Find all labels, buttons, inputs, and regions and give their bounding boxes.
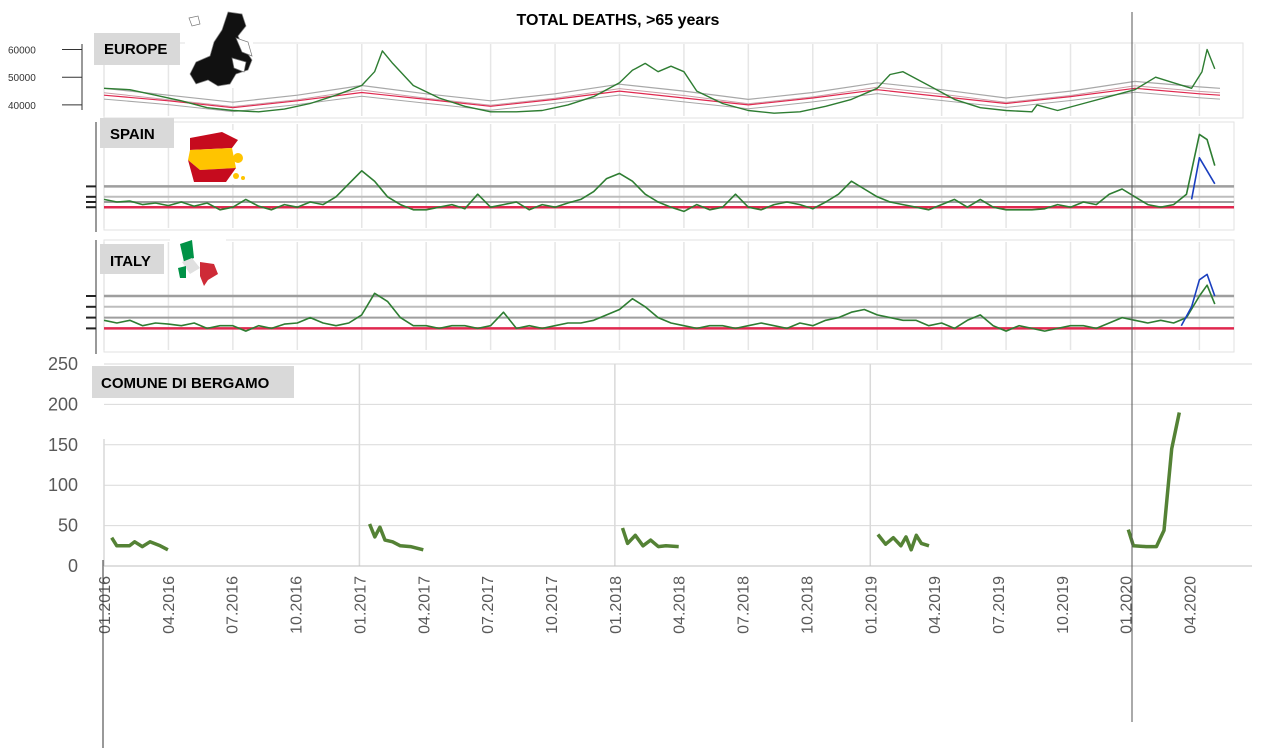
- bergamo-x-tick-label: 07.2018: [736, 576, 753, 634]
- spain-flag-icon: [178, 130, 250, 184]
- bergamo-label-box: [92, 366, 294, 398]
- italy-observed-line: [103, 284, 1216, 332]
- bergamo-x-ticks: 01.2016 04.2016 07.2016 10.2016 01.2017 04.20…: [97, 576, 1200, 634]
- italy-corrected-line: [1180, 273, 1216, 327]
- europe-plot-area: [103, 42, 1244, 119]
- bergamo-x-tick-label: 07.2019: [991, 576, 1008, 634]
- bergamo-line-segment: [1126, 412, 1182, 549]
- bergamo-x-tick-label: 10.2017: [544, 576, 561, 634]
- europe-y-ticks: 60000 50000 40000: [8, 46, 82, 112]
- panel-bergamo: 0 50 100 150 200 250 01.2016 04.2016 07.2016 10.…: [48, 354, 1252, 634]
- bergamo-x-tick-label: 04.2017: [416, 576, 433, 634]
- spain-corrected-line: [1190, 157, 1216, 200]
- bergamo-x-tick-label: 10.2018: [799, 576, 816, 634]
- bergamo-y-tick-label: 200: [48, 394, 78, 414]
- spain-plot-area: [103, 121, 1235, 231]
- bergamo-x-tick-label: 01.2018: [608, 576, 625, 634]
- europe-map-icon: [185, 10, 253, 88]
- italy-label-box: [100, 244, 164, 274]
- europe-gridlines: [103, 44, 1201, 116]
- europe-observed-line: [103, 48, 1216, 114]
- europe-y-tick-label: 50000: [8, 73, 36, 84]
- panel-spain: SPAIN: [86, 118, 1235, 232]
- bergamo-line-segment: [367, 523, 424, 552]
- bergamo-y-tick-label: 150: [48, 435, 78, 455]
- italy-label: ITALY: [110, 253, 151, 270]
- europe-upper-threshold-line: [103, 80, 1221, 103]
- europe-series: [103, 48, 1221, 114]
- bergamo-series: [110, 412, 1182, 552]
- bergamo-x-tick-label: 01.2017: [352, 576, 369, 634]
- europe-threshold-line: [103, 85, 1221, 108]
- italy-series: [103, 273, 1216, 332]
- bergamo-x-tick-label: 10.2016: [289, 576, 306, 634]
- italy-flag-icon: [170, 238, 226, 290]
- panel-europe: 60000 50000 40000 EUROPE: [8, 10, 1244, 119]
- italy-threshold-bands: [86, 294, 1234, 330]
- bergamo-x-tick-label: 01.2020: [1119, 576, 1136, 634]
- bergamo-x-tick-label: 04.2018: [672, 576, 689, 634]
- bergamo-line-segment: [876, 533, 930, 552]
- chart-title: TOTAL DEATHS, >65 years: [517, 12, 720, 29]
- europe-lower-threshold-line: [103, 91, 1221, 113]
- bergamo-x-tick-label: 07.2017: [480, 576, 497, 634]
- bergamo-x-tick-label: 04.2016: [161, 576, 178, 634]
- bergamo-y-tick-label: 250: [48, 354, 78, 374]
- bergamo-y-tick-label: 100: [48, 475, 78, 495]
- bergamo-x-tick-label: 04.2020: [1183, 576, 1200, 634]
- bergamo-x-tick-label: 10.2019: [1055, 576, 1072, 634]
- spain-label-box: [100, 118, 174, 148]
- europe-y-tick-label: 40000: [8, 101, 36, 112]
- europe-label-box: [94, 33, 180, 65]
- bergamo-x-tick-label: 01.2019: [863, 576, 880, 634]
- bergamo-line-segment: [110, 536, 169, 552]
- europe-baseline-line: [103, 87, 1221, 109]
- spain-series: [103, 133, 1216, 213]
- bergamo-gridlines: [103, 363, 1252, 567]
- europe-y-tick-label: 60000: [8, 46, 36, 57]
- bergamo-x-tick-label: 07.2016: [225, 576, 242, 634]
- bergamo-y-tick-label: 0: [68, 556, 78, 576]
- bergamo-line-segment: [620, 527, 679, 549]
- bergamo-label: COMUNE DI BERGAMO: [101, 375, 270, 392]
- bergamo-y-ticks: 0 50 100 150 200 250: [48, 354, 78, 576]
- panel-italy: ITALY: [86, 238, 1235, 354]
- bergamo-y-tick-label: 50: [58, 516, 78, 536]
- spain-label: SPAIN: [110, 126, 155, 143]
- bergamo-x-tick-label: 04.2019: [927, 576, 944, 634]
- bergamo-x-tick-label: 01.2016: [97, 576, 114, 634]
- europe-label: EUROPE: [104, 41, 167, 58]
- spain-observed-line: [103, 133, 1216, 213]
